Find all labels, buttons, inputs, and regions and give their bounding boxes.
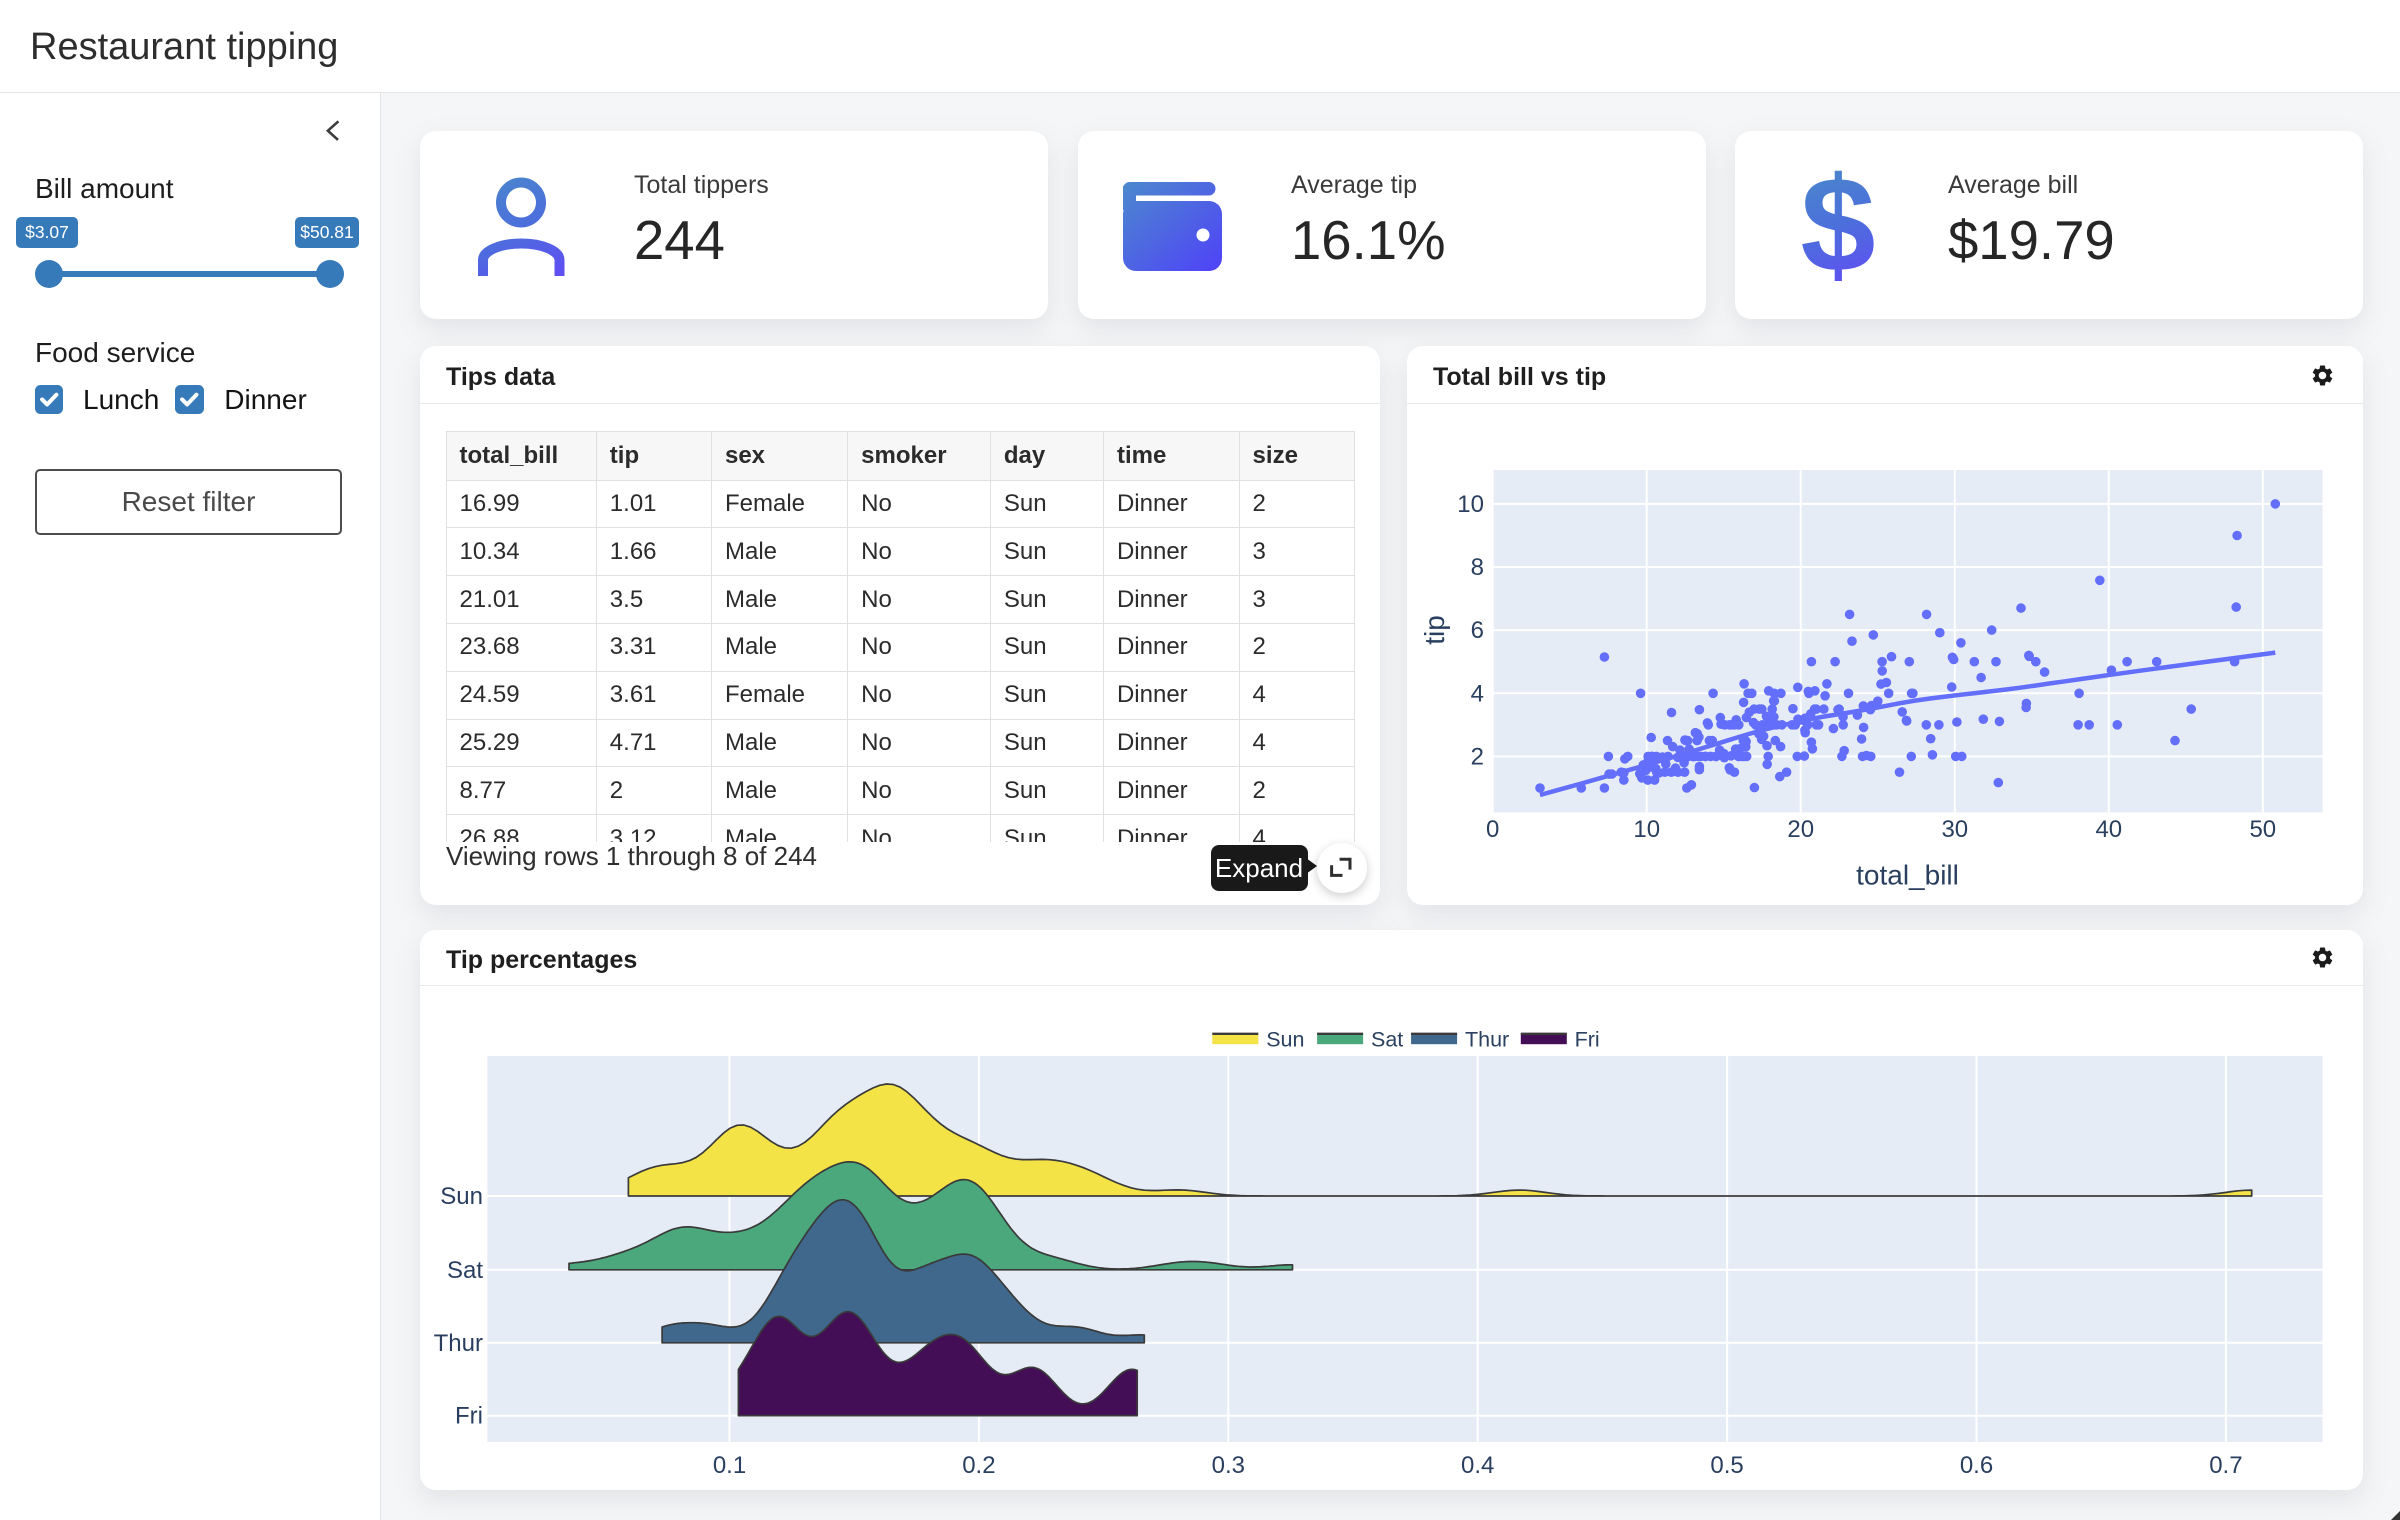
svg-text:Fri: Fri — [455, 1403, 483, 1430]
svg-text:0.2: 0.2 — [962, 1452, 995, 1479]
svg-text:Thur: Thur — [434, 1330, 483, 1357]
svg-text:0.3: 0.3 — [1212, 1452, 1245, 1479]
svg-text:10: 10 — [1633, 816, 1660, 843]
svg-text:2: 2 — [1471, 743, 1484, 770]
svg-text:0.6: 0.6 — [1960, 1452, 1993, 1479]
svg-text:Fri: Fri — [1575, 1028, 1600, 1052]
svg-text:0.1: 0.1 — [713, 1452, 746, 1479]
svg-text:50: 50 — [2249, 816, 2276, 843]
svg-text:$: $ — [1800, 160, 1875, 290]
svg-text:0.7: 0.7 — [2209, 1452, 2242, 1479]
svg-text:30: 30 — [1941, 816, 1968, 843]
svg-text:Sun: Sun — [440, 1183, 483, 1210]
svg-text:8: 8 — [1471, 554, 1484, 581]
svg-text:20: 20 — [1787, 816, 1814, 843]
svg-text:0.4: 0.4 — [1461, 1452, 1494, 1479]
svg-text:6: 6 — [1471, 617, 1484, 644]
svg-text:total_bill: total_bill — [1856, 860, 1959, 891]
svg-text:0.5: 0.5 — [1710, 1452, 1743, 1479]
svg-text:0: 0 — [1486, 816, 1499, 843]
svg-text:Sat: Sat — [447, 1257, 483, 1284]
svg-text:Sat: Sat — [1371, 1028, 1403, 1052]
svg-text:4: 4 — [1471, 680, 1484, 707]
svg-text:Sun: Sun — [1266, 1028, 1304, 1052]
svg-text:40: 40 — [2095, 816, 2122, 843]
svg-text:Thur: Thur — [1465, 1028, 1509, 1052]
svg-text:tip: tip — [1419, 615, 1450, 645]
svg-text:10: 10 — [1457, 491, 1484, 518]
